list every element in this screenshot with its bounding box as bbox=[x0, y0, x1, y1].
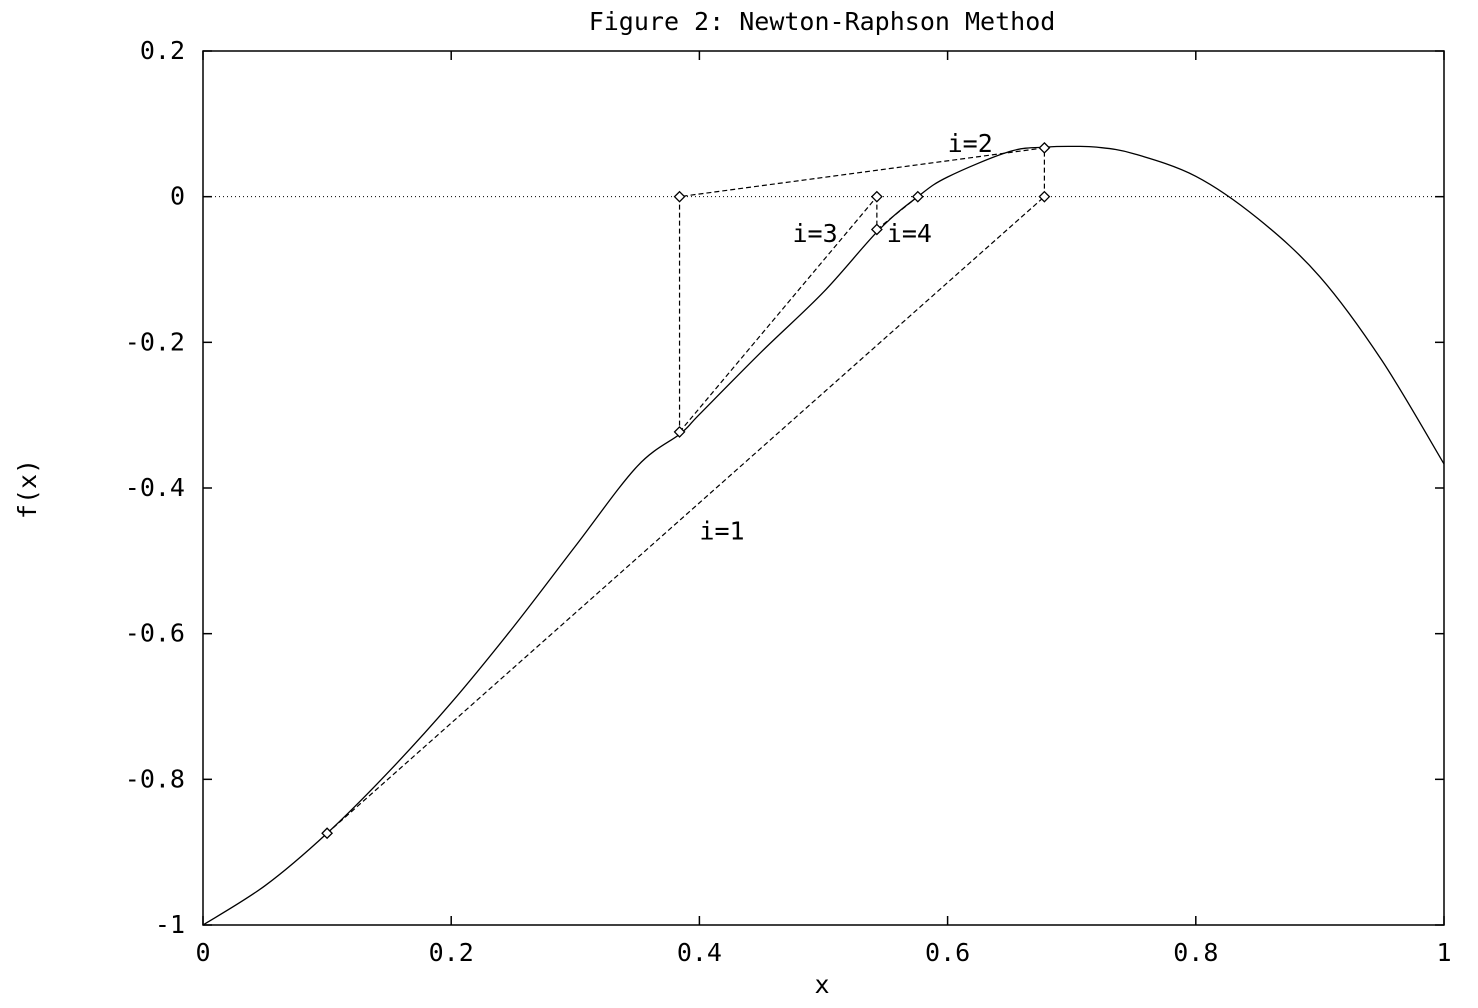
tangent-line bbox=[876, 196, 919, 230]
diamond-marker bbox=[321, 827, 334, 840]
diamond-marker bbox=[1038, 141, 1051, 154]
diamond-marker bbox=[673, 425, 686, 438]
function-curve bbox=[202, 145, 1445, 926]
y-axis-label: f(x) bbox=[13, 459, 42, 519]
y-tick-label: -0.2 bbox=[125, 327, 185, 356]
tangent-line bbox=[679, 196, 878, 433]
y-tick-label: -1 bbox=[155, 910, 185, 939]
y-tick-label: -0.8 bbox=[125, 764, 185, 793]
iteration-label: i=2 bbox=[948, 129, 993, 158]
diamond-marker bbox=[1038, 190, 1051, 203]
y-tick-label: -0.4 bbox=[125, 473, 185, 502]
y-tick-label: -0.6 bbox=[125, 619, 185, 648]
diamond-marker bbox=[911, 190, 924, 203]
x-tick-label: 1 bbox=[1436, 938, 1451, 967]
y-tick-label: 0.2 bbox=[140, 36, 185, 65]
diamond-marker bbox=[673, 190, 686, 203]
diamond-marker bbox=[870, 190, 883, 203]
iteration-label: i=1 bbox=[699, 517, 744, 546]
plot-border bbox=[202, 50, 1445, 926]
diamond-marker bbox=[870, 223, 883, 236]
plot-area: 0 0.2 0.4 0.6 0.8 1 0.2 0 -0.2 -0.4 -0.6 -0.8 -1 i=1 i… bbox=[125, 36, 1452, 967]
tangent-line bbox=[326, 196, 1045, 834]
tangent-line bbox=[679, 147, 1045, 198]
x-tick-label: 0.6 bbox=[925, 938, 970, 967]
iteration-label: i=4 bbox=[887, 219, 932, 248]
x-tick-label: 0.8 bbox=[1173, 938, 1218, 967]
x-tick-label: 0.2 bbox=[429, 938, 474, 967]
x-axis-label: x bbox=[814, 970, 829, 999]
x-tick-label: 0.4 bbox=[677, 938, 722, 967]
chart-title: Figure 2: Newton-Raphson Method bbox=[589, 7, 1056, 36]
y-tick-label: 0 bbox=[170, 182, 185, 211]
x-tick-label: 0 bbox=[195, 938, 210, 967]
iteration-label: i=3 bbox=[792, 219, 837, 248]
